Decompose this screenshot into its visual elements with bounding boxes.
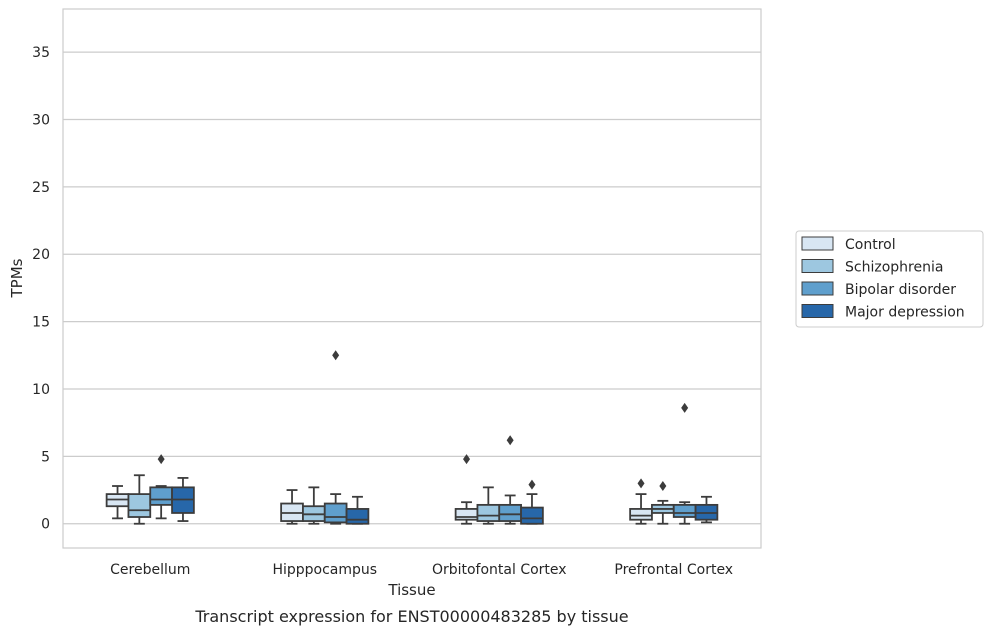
- box-prefrontal-cortex-schizophrenia: [651, 481, 675, 525]
- box-orbitofontal-cortex-schizophrenia: [476, 486, 501, 525]
- outlier-marker: [681, 402, 689, 413]
- y-tick-label: 30: [32, 112, 50, 128]
- iqr-box: [520, 506, 544, 525]
- box-hipppocampus-schizophrenia: [302, 486, 326, 525]
- iqr-box: [498, 503, 522, 522]
- box-hipppocampus-major-depression: [345, 495, 370, 525]
- outlier-marker: [637, 478, 645, 489]
- iqr-box: [454, 508, 479, 521]
- box-cerebellum-control: [105, 485, 130, 520]
- box-cerebellum-bipolar-disorder: [149, 454, 173, 520]
- y-tick-label: 35: [32, 45, 50, 61]
- box-prefrontal-cortex-bipolar-disorder: [672, 402, 697, 525]
- x-tick-labels: Cerebellum Hipppocampus Orbitofontal Corte…: [110, 562, 733, 578]
- iqr-box: [345, 508, 370, 525]
- outlier-marker: [659, 481, 667, 492]
- chart-caption: Transcript expression for ENST0000048328…: [194, 607, 628, 626]
- outlier-marker: [332, 350, 340, 361]
- y-gridlines: [63, 51, 761, 525]
- box-cerebellum-major-depression: [171, 477, 195, 522]
- iqr-box: [127, 493, 152, 518]
- box-orbitofontal-cortex-major-depression: [520, 479, 544, 525]
- box-prefrontal-cortex-major-depression: [694, 495, 719, 524]
- legend-label: Bipolar disorder: [845, 282, 956, 298]
- x-axis-title: Tissue: [387, 581, 435, 599]
- box-hipppocampus-bipolar-disorder: [323, 350, 348, 525]
- x-tick-label: Hipppocampus: [272, 562, 377, 578]
- y-tick-label: 25: [32, 180, 50, 196]
- y-tick-label: 5: [41, 449, 50, 465]
- y-axis-title: TPMs: [8, 258, 26, 298]
- legend-label: Major depression: [845, 305, 965, 321]
- plot-area-frame: [62, 8, 762, 549]
- x-tick-label: Orbitofontal Cortex: [432, 562, 567, 578]
- iqr-box: [476, 503, 501, 522]
- legend-swatch: [801, 304, 834, 318]
- box-hipppocampus-control: [280, 489, 304, 525]
- legend-label: Schizophrenia: [845, 260, 943, 276]
- y-tick-labels: 0 5 10 15 20 25 30 35: [32, 45, 50, 533]
- x-tick-label: Prefrontal Cortex: [614, 562, 733, 578]
- legend-swatch: [801, 281, 834, 296]
- box-cerebellum-schizophrenia: [127, 474, 152, 525]
- outlier-marker: [506, 435, 514, 446]
- box-prefrontal-cortex-control: [629, 478, 653, 525]
- legend: Control Schizophrenia Bipolar disorder Majo…: [795, 230, 984, 328]
- outlier-marker: [528, 479, 536, 490]
- legend-swatch: [801, 259, 834, 273]
- iqr-box: [149, 486, 173, 506]
- y-tick-label: 20: [32, 247, 50, 263]
- y-tick-label: 0: [41, 517, 50, 533]
- legend-swatch: [801, 236, 834, 251]
- iqr-box: [323, 502, 348, 524]
- y-tick-label: 10: [32, 382, 50, 398]
- legend-frame: [795, 230, 984, 328]
- x-tick-label: Cerebellum: [110, 562, 190, 578]
- outlier-marker: [157, 454, 165, 465]
- iqr-box: [672, 503, 697, 518]
- outlier-marker: [463, 454, 471, 465]
- y-tick-label: 15: [32, 315, 50, 331]
- legend-label: Control: [845, 237, 896, 253]
- box-orbitofontal-cortex-control: [454, 454, 479, 525]
- iqr-box: [629, 508, 653, 521]
- box-groups: [105, 350, 719, 525]
- box-orbitofontal-cortex-bipolar-disorder: [498, 435, 522, 525]
